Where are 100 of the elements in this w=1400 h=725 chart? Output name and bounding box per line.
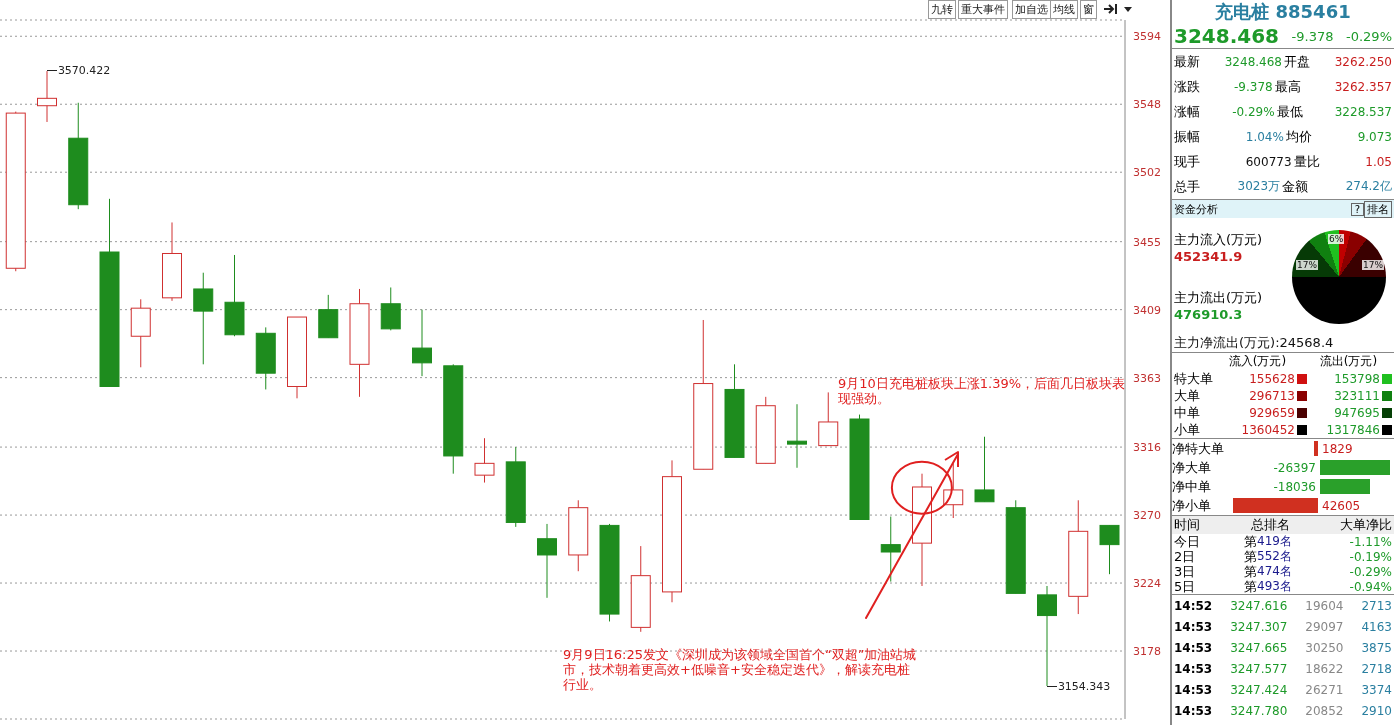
text: 量比 [1293, 152, 1320, 171]
text: 14:53 [1174, 661, 1213, 676]
text: 第 [1244, 548, 1257, 565]
text: 今日 [1174, 532, 1201, 551]
text: 3247.616 [1230, 598, 1288, 613]
text: 296713 [1249, 388, 1295, 403]
text: 929659 [1249, 405, 1295, 420]
text: 2日 [1174, 548, 1197, 566]
text: 3262.357 [1334, 79, 1392, 94]
text: -9.378 [1234, 79, 1273, 94]
text: 474名 [1257, 563, 1292, 580]
candlestick [412, 309, 432, 377]
text: 净大单 [1172, 458, 1212, 477]
text: 2713 [1361, 598, 1392, 613]
text: 排名 [1364, 200, 1392, 218]
text: 1317846 [1326, 422, 1380, 437]
text: -0.29% [1349, 564, 1392, 579]
text: 涨跌 [1174, 77, 1200, 96]
text: 时间 [1174, 516, 1200, 534]
text: 大单 [1174, 386, 1201, 405]
text: 3248.468 [1174, 24, 1280, 48]
candlestick [974, 436, 995, 503]
text: 600773 [1245, 154, 1292, 169]
text: 26271 [1305, 682, 1344, 697]
text: 小单 [1174, 420, 1201, 439]
text: 主力流出(万元) [1174, 289, 1263, 305]
text: 14:53 [1174, 682, 1213, 697]
text: 3374 [1361, 682, 1392, 697]
candlestick [537, 523, 557, 599]
text: 中单 [1174, 403, 1201, 422]
text: 3247.307 [1230, 619, 1288, 634]
text: 涨幅 [1174, 102, 1200, 121]
text: 第 [1244, 563, 1257, 580]
text: 净小单 [1172, 496, 1212, 515]
text: 2718 [1361, 661, 1392, 676]
text: 1.04% [1245, 129, 1284, 144]
text: 30250 [1305, 640, 1344, 655]
text: -26397 [1273, 460, 1316, 475]
pie-icon: 6% 17% 17% [1292, 230, 1386, 324]
text: 552名 [1257, 548, 1292, 565]
text: 1829 [1322, 441, 1353, 456]
text: 476910.3 [1174, 306, 1243, 322]
text: -0.29% [1346, 28, 1392, 44]
text: -0.19% [1349, 549, 1392, 564]
text: 452341.9 [1174, 248, 1243, 264]
text: 1.05 [1365, 154, 1392, 169]
annotation: 9月9日16:25发文《深圳成为该领域全国首个“双超”加油站城市，技术朝着更高效+低噪音+安全稳定迭代》，解读充电桩行业。 [563, 647, 918, 692]
text: 现手 [1174, 152, 1200, 171]
text: 1360452 [1241, 422, 1295, 437]
text: 3247.665 [1230, 640, 1288, 655]
text: 净特大单 [1172, 439, 1225, 458]
text: 3247.424 [1230, 682, 1288, 697]
annotation: 9月10日充电桩板块上涨1.39%，后面几日板块表现强劲。 [838, 376, 1127, 406]
text: 18622 [1305, 661, 1344, 676]
text: 19604 [1305, 598, 1344, 613]
text: 153798 [1334, 371, 1380, 386]
y-tick-label: 3455 [1133, 235, 1161, 249]
y-tick-label: 3363 [1133, 371, 1161, 385]
text: 流入(万元) [1228, 353, 1287, 370]
text: 9.073 [1357, 129, 1392, 144]
text: 419名 [1257, 533, 1292, 550]
text: 3875 [1361, 640, 1392, 655]
y-tick-label: 3594 [1133, 30, 1161, 44]
text: 4163 [1361, 619, 1392, 634]
text: 3248.468 [1224, 54, 1282, 69]
text: 14:52 [1174, 598, 1213, 613]
text: 九转 [928, 0, 956, 19]
text: 29097 [1305, 619, 1344, 634]
candlestick [880, 516, 901, 583]
text: 主力流入(万元) [1174, 231, 1263, 247]
text: 主力净流出(万元):24568.4 [1174, 335, 1334, 350]
text: 重大事件 [958, 0, 1008, 19]
text: 2910 [1361, 703, 1392, 718]
text: 3023万 [1237, 178, 1281, 195]
annotation: 3570.422 [56, 64, 111, 78]
y-tick-label: 3178 [1133, 644, 1161, 658]
text: 493名 [1257, 578, 1292, 595]
text: 5日 [1174, 578, 1197, 596]
text: 274.2亿 [1345, 178, 1392, 195]
text: 总排名 [1250, 516, 1290, 534]
text: -9.378 [1291, 28, 1334, 44]
text: 振幅 [1174, 127, 1200, 146]
text: 3228.537 [1334, 104, 1392, 119]
text: ? [1350, 202, 1364, 216]
candlestick [474, 437, 495, 484]
text: 第 [1244, 578, 1257, 596]
text: 最低 [1276, 102, 1303, 121]
text: 14:53 [1174, 619, 1213, 634]
text: 窗 [1080, 0, 1097, 19]
text: -1.11% [1349, 534, 1392, 549]
text: 净中单 [1172, 477, 1212, 496]
text: -18036 [1273, 479, 1316, 494]
text: 第 [1244, 532, 1257, 550]
text: 总手 [1174, 177, 1200, 196]
text: 流出(万元) [1319, 353, 1378, 370]
text: 资金分析 [1174, 201, 1218, 217]
y-tick-label: 3316 [1133, 440, 1161, 454]
y-tick-label: 3409 [1133, 303, 1161, 317]
text: 155628 [1249, 371, 1295, 386]
y-tick-label: 3502 [1133, 166, 1161, 180]
